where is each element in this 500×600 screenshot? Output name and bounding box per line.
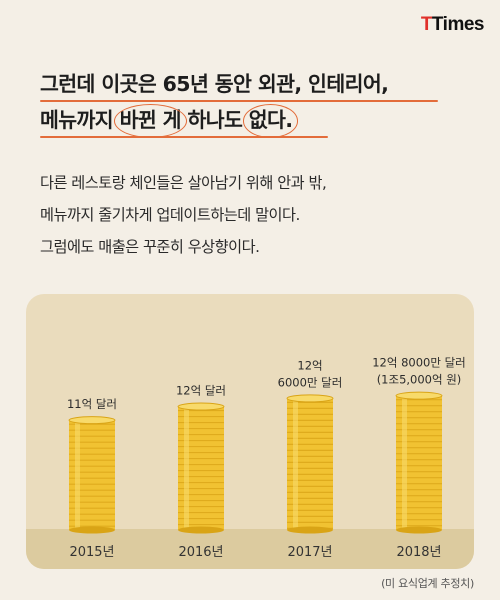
x-tick-label: 2018년 xyxy=(396,545,441,560)
coin-highlight xyxy=(293,398,298,530)
chart-baseline-band xyxy=(26,529,474,569)
data-label: (1조5,000억 원) xyxy=(377,373,462,387)
coin-stack-2017년 xyxy=(286,394,334,534)
coin-stack-2015년 xyxy=(68,416,116,534)
coin-highlight xyxy=(402,395,407,530)
data-label: 6000만 달러 xyxy=(278,375,343,389)
body-line-3: 그럼에도 매출은 꾸준히 우상향이다. xyxy=(40,238,260,256)
body-paragraph: 다른 레스토랑 체인들은 살아남기 위해 안과 밖, 메뉴까지 줄기차게 업데이… xyxy=(40,167,480,263)
headline-text-2c: 하나도 xyxy=(180,108,249,132)
headline-underline-1 xyxy=(40,100,438,102)
coin-stack-bottom xyxy=(287,526,333,534)
data-label: 12억 달러 xyxy=(176,384,226,398)
headline-line-2: 메뉴까지 바뀐 게 하나도 없다. xyxy=(40,102,480,138)
coin-stack-top xyxy=(286,394,334,403)
x-tick-label: 2015년 xyxy=(69,545,114,560)
x-tick-label: 2016년 xyxy=(178,545,223,560)
headline: 그런데 이곳은 65년 동안 외관, 인테리어, 메뉴까지 바뀐 게 하나도 없… xyxy=(40,66,480,138)
data-label: 11억 달러 xyxy=(67,397,117,411)
source-note: (미 요식업계 추정치) xyxy=(381,577,474,590)
data-label: 12억 8000만 달러 xyxy=(372,356,466,370)
body-line-2: 메뉴까지 줄기차게 업데이트하는데 말이다. xyxy=(40,206,300,224)
coin-stack-top xyxy=(395,391,443,400)
data-label: 12억 xyxy=(297,358,322,372)
headline-text-1: 그런데 이곳은 65년 동안 외관, 인테리어, xyxy=(40,72,389,96)
headline-line-1: 그런데 이곳은 65년 동안 외관, 인테리어, xyxy=(40,66,480,102)
headline-text-2a: 메뉴까지 xyxy=(40,108,120,132)
coin-stack-top xyxy=(177,402,225,411)
coin-stack-bottom xyxy=(396,526,442,534)
coin-stack-top xyxy=(68,416,116,425)
coin-stack-2018년 xyxy=(395,391,443,534)
ttimes-logo: TTimes xyxy=(420,14,485,36)
circled-phrase-changed: 바뀐 게 xyxy=(113,102,188,138)
logo-mark: T xyxy=(420,14,433,35)
coin-stack-2016년 xyxy=(177,402,225,534)
headline-underline-2 xyxy=(40,136,328,138)
coin-stack-bottom xyxy=(69,526,115,534)
coin-highlight xyxy=(184,406,189,530)
coin-stack-bottom xyxy=(178,526,224,534)
logo-text: Times xyxy=(431,14,485,35)
circled-word-none: 없다. xyxy=(242,102,299,138)
chart-panel: 11억 달러 2015년 12억 달러 2016년 12억 6000만 달러 2017년 12… xyxy=(26,294,474,569)
coin-highlight xyxy=(75,420,80,530)
body-line-1: 다른 레스토랑 체인들은 살아남기 위해 안과 밖, xyxy=(40,174,327,192)
x-tick-label: 2017년 xyxy=(287,545,332,560)
revenue-coin-chart: 11억 달러 2015년 12억 달러 2016년 12억 6000만 달러 2017년 12… xyxy=(67,356,466,560)
